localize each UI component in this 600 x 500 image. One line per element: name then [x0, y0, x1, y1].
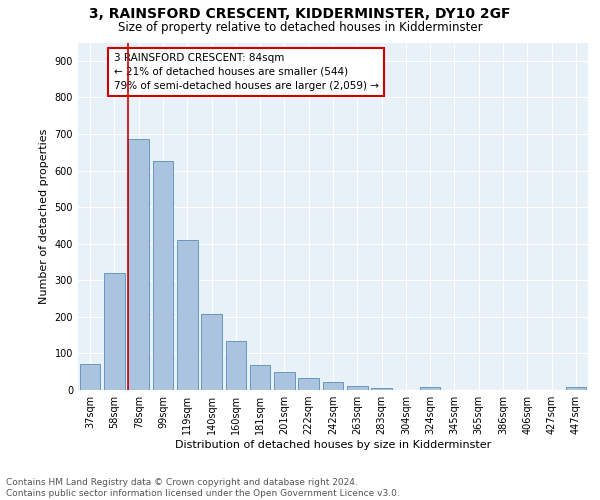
Bar	[201, 314, 222, 390]
Bar	[80, 364, 100, 390]
Bar	[128, 140, 149, 390]
Bar	[347, 386, 368, 390]
Text: Size of property relative to detached houses in Kidderminster: Size of property relative to detached ho…	[118, 21, 482, 34]
Bar	[298, 378, 319, 390]
Y-axis label: Number of detached properties: Number of detached properties	[39, 128, 49, 304]
Bar	[226, 340, 246, 390]
Bar	[250, 365, 271, 390]
X-axis label: Distribution of detached houses by size in Kidderminster: Distribution of detached houses by size …	[175, 440, 491, 450]
Bar	[566, 387, 586, 390]
Bar	[177, 240, 197, 390]
Bar	[371, 388, 392, 390]
Text: 3 RAINSFORD CRESCENT: 84sqm
← 21% of detached houses are smaller (544)
79% of se: 3 RAINSFORD CRESCENT: 84sqm ← 21% of det…	[114, 53, 379, 91]
Bar	[420, 387, 440, 390]
Text: Contains HM Land Registry data © Crown copyright and database right 2024.
Contai: Contains HM Land Registry data © Crown c…	[6, 478, 400, 498]
Bar	[152, 162, 173, 390]
Bar	[274, 372, 295, 390]
Bar	[104, 273, 125, 390]
Bar	[323, 382, 343, 390]
Text: 3, RAINSFORD CRESCENT, KIDDERMINSTER, DY10 2GF: 3, RAINSFORD CRESCENT, KIDDERMINSTER, DY…	[89, 8, 511, 22]
